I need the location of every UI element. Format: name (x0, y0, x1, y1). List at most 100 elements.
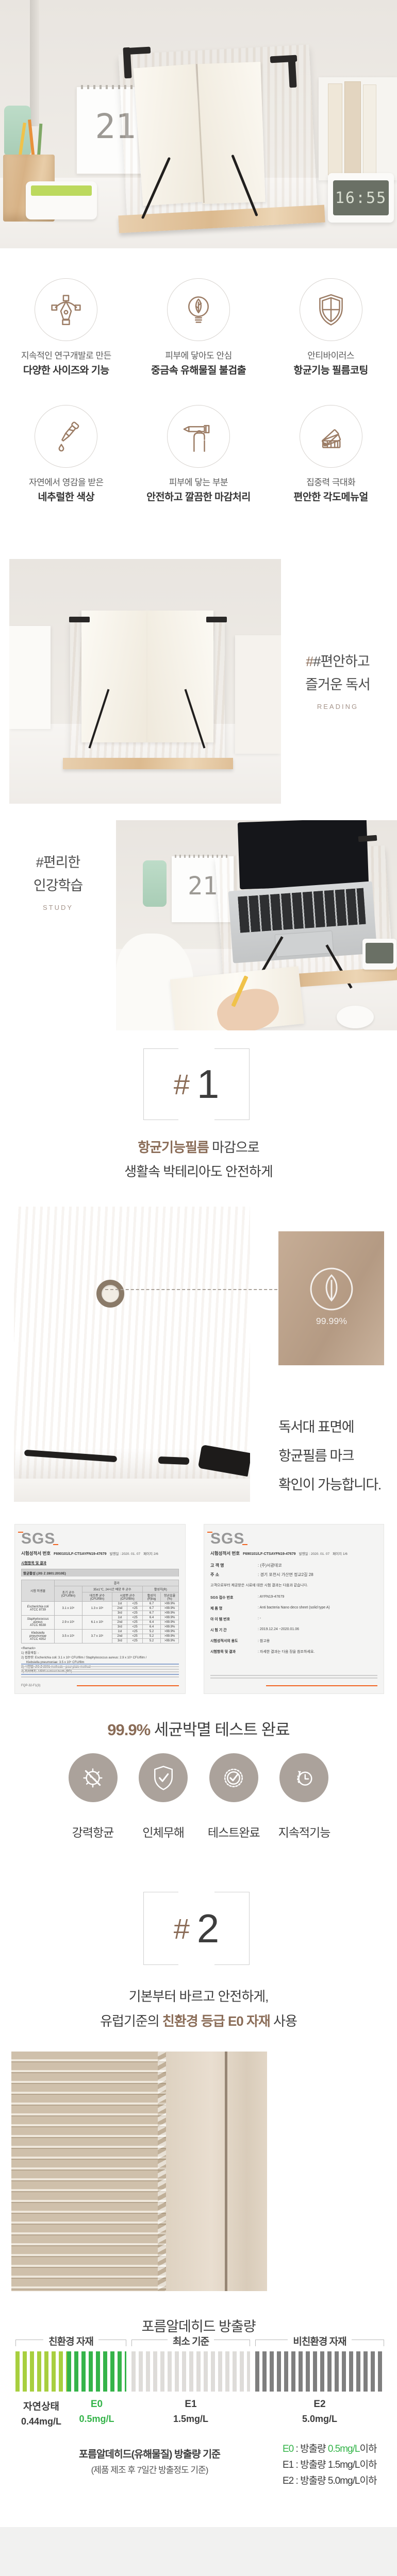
mark-value: 5.0mg/L (302, 2414, 338, 2424)
cell: >99.9% (160, 1638, 179, 1643)
feature-row-1: 지속적인 연구개발로 만든 다양한 사이즈와 기능 피부에 닿아도 안심 중금속… (0, 278, 397, 378)
cell: >99.9% (160, 1624, 179, 1630)
badge-item: 인체무해 (135, 1753, 192, 1840)
section2-title-post: 사용 (270, 2013, 297, 2029)
feature-item: 안티바이러스 항균기능 필름코팅 (267, 278, 395, 378)
cell: >99.9% (160, 1620, 179, 1625)
cell: 5.2 (142, 1629, 161, 1634)
field-label: 아 이 템 번호 (210, 1618, 230, 1621)
section1-caption: 독서대 표면에 항균필름 마크 확인이 가능합니다. (278, 1413, 397, 1499)
organism-name: Escherichia coli (27, 1605, 49, 1608)
shield-icon (299, 278, 362, 341)
cell: 5.2 (142, 1634, 161, 1639)
group-label: 친환경 자재 (48, 2336, 94, 2347)
field-label: 시험항목 및 결과 (210, 1650, 236, 1654)
corner-clip-right (206, 617, 227, 622)
digital-clock (362, 939, 396, 970)
legend-suffix: 이하 (359, 2476, 377, 2486)
doc-title: 시험성적서 번호 (210, 1551, 240, 1556)
table-row: 3rd <25 6.4 >99.9% (22, 1624, 179, 1630)
section2-title-highlight: 친환경 등급 E0 자재 (162, 2013, 271, 2029)
plywood-photo (11, 2052, 267, 2291)
bracket-line (15, 2340, 44, 2346)
legend-mid: : 방출량 (293, 2476, 328, 2486)
legend-mid: : 방출량 (293, 2460, 328, 2470)
field-row: SGS 접수 번호: AYFN19-47679 (210, 1595, 377, 1600)
mark-name: E0 (90, 2399, 103, 2410)
legend-amount: 5.0mg/L (327, 2476, 360, 2486)
cell: <25 (127, 1634, 143, 1639)
hero-photo: 21 16:55 (0, 0, 397, 248)
organism-code: ATCC 8739 (30, 1608, 46, 1612)
cell: 1st (112, 1629, 128, 1634)
legend-suffix: 이하 (359, 2460, 377, 2470)
cell: 2nd (112, 1634, 128, 1639)
col-header: 활성치(R)log (142, 1592, 161, 1602)
field-value: : Anti bacteria Nano deco sheet (solid t… (258, 1606, 330, 1609)
hash-icon: # (306, 654, 313, 669)
cell: >99.9% (160, 1601, 179, 1606)
cell: 6.7 (142, 1611, 161, 1616)
book-stand-ledge (63, 758, 233, 769)
cell: 3.5 x 10⁵ (54, 1629, 82, 1643)
col-header: 대조편 균수 (CFU/film) (81, 1592, 113, 1602)
cell: 6.7 (142, 1606, 161, 1611)
feature-line1: 안티바이러스 (307, 351, 355, 361)
feature-line2: 다양한 사이즈와 기능 (23, 365, 109, 376)
study-eng-label: STUDY (42, 904, 74, 911)
legend-grade: E0 (283, 2444, 294, 2454)
result-headline: 99.9% 세균박멸 테스트 완료 (0, 1717, 397, 1740)
section1-number: 1 (196, 1061, 220, 1107)
field-value: : 경기 포천시 가산면 정교2길 28 (258, 1572, 313, 1577)
table-row: Escherichia coli ATCC 8739 3.1 x 10⁵ 1.3 … (21, 1601, 179, 1616)
cell: 1.3 x 10⁵ (81, 1601, 113, 1616)
caption-line: 확인이 가능합니다. (278, 1477, 382, 1493)
caption-line: 항균필름 마크 (278, 1448, 355, 1464)
cell: 3.1 x 10⁵ (54, 1601, 82, 1616)
mark-name: E2 (313, 2399, 326, 2410)
wood-panel-seam (225, 2052, 227, 2291)
box-gap-bottom (178, 1964, 214, 1965)
antibacterial-stamp-emblem: 99.99% (310, 1267, 353, 1326)
field-value: : 자세한 결과는 다음 장을 참조하세요. (258, 1650, 315, 1654)
doc-title: 시험성적서 번호 (21, 1551, 51, 1556)
desk-calendar: 21 (172, 855, 234, 922)
box-gap-bottom (178, 1119, 214, 1121)
cell: 2nd (112, 1620, 128, 1625)
field-row: 시험성적서의 용도: 참고용 (210, 1638, 377, 1643)
box-gap-top (178, 1891, 214, 1893)
open-book-right-page (147, 611, 213, 742)
field-label: 고 객 명 (210, 1563, 224, 1568)
mark-name: 자연상태 (23, 2401, 59, 2412)
chart-caption-sub: (제품 제조 후 7일간 방출정도 기준) (91, 2465, 209, 2475)
sgs-accent (207, 1532, 212, 1533)
color-swatch-icon (299, 405, 362, 468)
cell: <25 (127, 1620, 143, 1625)
feature-line1: 자연에서 영감을 받은 (28, 478, 104, 487)
calculator-display (31, 185, 92, 196)
pen-tool-icon (35, 278, 98, 341)
field-label: 주 소 (210, 1572, 219, 1577)
badge-label: 지속적기능 (278, 1826, 331, 1839)
detail-section-background (0, 2527, 397, 2576)
field-row: 주 소 : 경기 포천시 가산면 정교2길 28 (210, 1572, 377, 1578)
section2-number-box: # 2 (143, 1891, 250, 1965)
feature-item: 자연에서 영감을 받은 네추럴한 색상 (2, 405, 130, 505)
badge-item: 강력항균 (64, 1753, 121, 1840)
legend-row: E0 : 방출량 0.5mg/L이하 (283, 2441, 397, 2457)
feature-line2: 항균기능 필름코팅 (293, 365, 368, 376)
cell: >99.9% (160, 1629, 179, 1634)
legend-row: E1 : 방출량 1.5mg/L이하 (283, 2457, 397, 2473)
cell: <25 (127, 1606, 143, 1611)
cell: 2nd (112, 1606, 128, 1611)
cell: <25 (127, 1615, 143, 1620)
field-value: : - (258, 1617, 261, 1620)
tumbler (143, 860, 167, 907)
footer-orange-line (266, 1685, 377, 1686)
sgs-logo-text: SGS (210, 1530, 245, 1547)
caption-line: 독서대 표면에 (278, 1419, 355, 1435)
legend-row: E2 : 방출량 5.0mg/L이하 (283, 2473, 397, 2489)
eco-bulb-icon (167, 278, 230, 341)
field-row: 고 객 명: (주)서광데코 (210, 1563, 377, 1568)
